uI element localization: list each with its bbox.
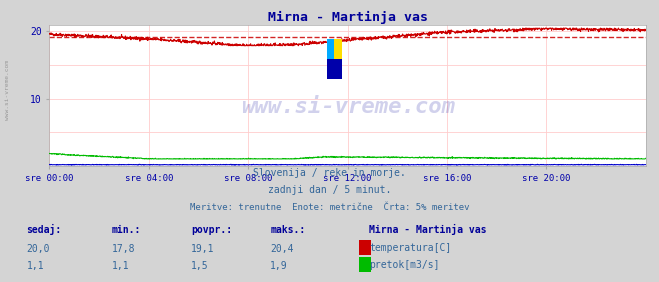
Bar: [327, 39, 334, 79]
Text: zadnji dan / 5 minut.: zadnji dan / 5 minut.: [268, 185, 391, 195]
Title: Mirna - Martinja vas: Mirna - Martinja vas: [268, 11, 428, 24]
Text: Meritve: trenutne  Enote: metrične  Črta: 5% meritev: Meritve: trenutne Enote: metrične Črta: …: [190, 203, 469, 212]
Text: 1,1: 1,1: [112, 261, 130, 271]
Text: maks.:: maks.:: [270, 225, 305, 235]
Text: 20,4: 20,4: [270, 244, 294, 254]
Bar: [327, 39, 341, 79]
Text: temperatura[C]: temperatura[C]: [369, 243, 451, 253]
Text: 17,8: 17,8: [112, 244, 136, 254]
Text: sedaj:: sedaj:: [26, 224, 61, 235]
Text: www.si-vreme.com: www.si-vreme.com: [241, 97, 455, 117]
Text: 1,5: 1,5: [191, 261, 209, 271]
Text: www.si-vreme.com: www.si-vreme.com: [5, 60, 11, 120]
Text: 1,9: 1,9: [270, 261, 288, 271]
Text: 19,1: 19,1: [191, 244, 215, 254]
Text: min.:: min.:: [112, 225, 142, 235]
Text: 1,1: 1,1: [26, 261, 44, 271]
Text: pretok[m3/s]: pretok[m3/s]: [369, 260, 440, 270]
Text: Mirna - Martinja vas: Mirna - Martinja vas: [369, 224, 486, 235]
Bar: [327, 59, 341, 79]
Text: povpr.:: povpr.:: [191, 225, 232, 235]
Text: 20,0: 20,0: [26, 244, 50, 254]
Text: Slovenija / reke in morje.: Slovenija / reke in morje.: [253, 168, 406, 178]
